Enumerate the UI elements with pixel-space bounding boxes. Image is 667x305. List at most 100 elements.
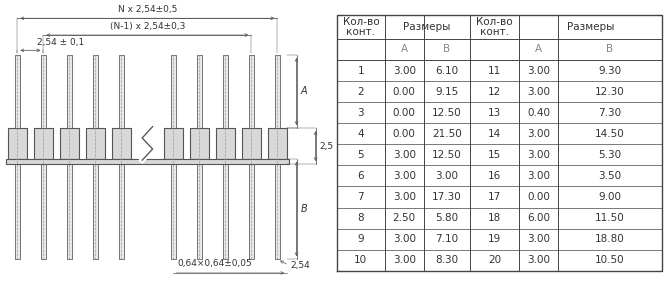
Bar: [111, 128, 131, 159]
Text: 12.50: 12.50: [432, 150, 462, 160]
Text: 3.00: 3.00: [393, 234, 416, 244]
Text: A: A: [535, 45, 542, 54]
Text: 12: 12: [488, 87, 501, 97]
Text: 17.30: 17.30: [432, 192, 462, 202]
Text: 10: 10: [354, 255, 368, 265]
Text: 2.50: 2.50: [393, 213, 416, 223]
Text: конт.: конт.: [346, 27, 376, 37]
Bar: [241, 128, 261, 159]
Bar: [197, 159, 202, 259]
Text: 12.50: 12.50: [432, 108, 462, 118]
Text: B: B: [301, 204, 307, 214]
Text: 18.80: 18.80: [595, 234, 625, 244]
Bar: [275, 55, 280, 128]
Bar: [6, 159, 289, 164]
Text: 3.00: 3.00: [393, 192, 416, 202]
Text: 3.00: 3.00: [527, 66, 550, 76]
Bar: [33, 128, 53, 159]
Text: 5: 5: [358, 150, 364, 160]
Bar: [119, 55, 124, 128]
Text: 19: 19: [488, 234, 501, 244]
Bar: [171, 55, 176, 128]
Text: Кол-во: Кол-во: [476, 16, 513, 27]
Text: 3.00: 3.00: [393, 255, 416, 265]
Bar: [163, 128, 183, 159]
Text: 20: 20: [488, 255, 501, 265]
Bar: [267, 128, 287, 159]
Text: 5.80: 5.80: [435, 213, 458, 223]
Bar: [15, 55, 20, 128]
Text: 17: 17: [488, 192, 501, 202]
Text: 3.00: 3.00: [527, 87, 550, 97]
Text: 4: 4: [358, 129, 364, 139]
Bar: [7, 128, 27, 159]
Bar: [15, 159, 20, 259]
Bar: [111, 128, 131, 159]
Text: 5.30: 5.30: [598, 150, 622, 160]
Bar: [275, 159, 280, 259]
Text: B: B: [606, 45, 614, 54]
Bar: [59, 128, 79, 159]
Bar: [223, 159, 228, 259]
Text: 0.00: 0.00: [393, 87, 416, 97]
Text: 1: 1: [358, 66, 364, 76]
Bar: [171, 159, 176, 259]
Text: 14: 14: [488, 129, 501, 139]
Text: 9.15: 9.15: [435, 87, 458, 97]
Text: 3.50: 3.50: [598, 171, 622, 181]
Text: 3.00: 3.00: [393, 150, 416, 160]
Text: 0.00: 0.00: [393, 129, 416, 139]
Bar: [41, 159, 46, 259]
Text: 6.00: 6.00: [527, 213, 550, 223]
Text: Кол-во: Кол-во: [343, 16, 379, 27]
Bar: [85, 128, 105, 159]
Bar: [197, 55, 202, 128]
Bar: [85, 128, 105, 159]
Text: 2,54 ± 0,1: 2,54 ± 0,1: [37, 38, 85, 47]
Text: 13: 13: [488, 108, 501, 118]
Text: 3.00: 3.00: [527, 234, 550, 244]
Text: 7.10: 7.10: [435, 234, 458, 244]
Bar: [189, 128, 209, 159]
Text: 3.00: 3.00: [527, 171, 550, 181]
Bar: [189, 128, 209, 159]
Text: B: B: [443, 45, 450, 54]
Text: конт.: конт.: [480, 27, 509, 37]
Text: 7: 7: [358, 192, 364, 202]
Text: 2: 2: [358, 87, 364, 97]
Bar: [33, 128, 53, 159]
Text: 3.00: 3.00: [527, 255, 550, 265]
Text: 8.30: 8.30: [435, 255, 458, 265]
Text: 15: 15: [488, 150, 501, 160]
Text: A: A: [301, 87, 307, 96]
Text: 16: 16: [488, 171, 501, 181]
Text: 3: 3: [358, 108, 364, 118]
Text: 9.30: 9.30: [598, 66, 622, 76]
Bar: [67, 55, 72, 128]
Text: 2,5: 2,5: [319, 142, 334, 151]
Text: 2,54: 2,54: [290, 261, 309, 270]
Text: Размеры: Размеры: [567, 22, 614, 32]
Bar: [93, 159, 98, 259]
Text: 21.50: 21.50: [432, 129, 462, 139]
Text: 12.30: 12.30: [595, 87, 625, 97]
Text: 0.00: 0.00: [527, 192, 550, 202]
Text: 3.00: 3.00: [527, 129, 550, 139]
Bar: [223, 55, 228, 128]
Text: 6: 6: [358, 171, 364, 181]
Bar: [249, 55, 254, 128]
Text: 6.10: 6.10: [435, 66, 458, 76]
Bar: [93, 55, 98, 128]
Text: 11: 11: [488, 66, 501, 76]
Text: 8: 8: [358, 213, 364, 223]
Text: 3.00: 3.00: [527, 150, 550, 160]
Text: 7.30: 7.30: [598, 108, 622, 118]
Text: N x 2,54±0,5: N x 2,54±0,5: [117, 5, 177, 14]
Bar: [215, 128, 235, 159]
Bar: [267, 128, 287, 159]
Bar: [163, 128, 183, 159]
Bar: [119, 159, 124, 259]
Text: 14.50: 14.50: [595, 129, 625, 139]
Text: 9.00: 9.00: [598, 192, 622, 202]
Text: 3.00: 3.00: [436, 171, 458, 181]
